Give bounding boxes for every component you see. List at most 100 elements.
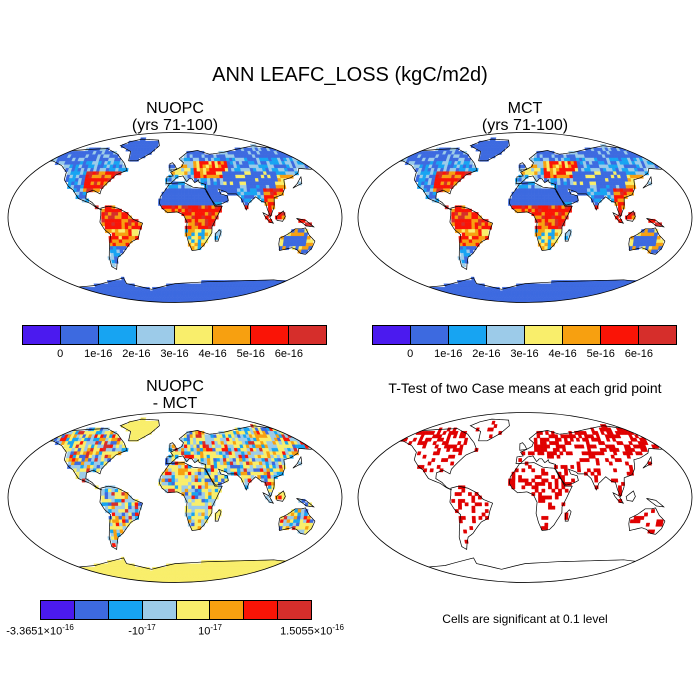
grid-cell bbox=[588, 300, 594, 303]
grid-cell bbox=[78, 300, 84, 303]
grid-cell bbox=[625, 300, 632, 303]
grid-cell bbox=[468, 232, 473, 237]
grid-cell bbox=[187, 471, 192, 476]
grid-cell bbox=[541, 239, 546, 244]
grid-cell bbox=[207, 512, 212, 517]
grid-cell bbox=[194, 242, 199, 247]
grid-cell bbox=[166, 293, 170, 298]
grid-cell bbox=[558, 225, 562, 230]
grid-cell bbox=[111, 218, 116, 223]
grid-cell bbox=[247, 297, 255, 302]
grid-cell bbox=[203, 178, 208, 182]
grid-cell bbox=[462, 242, 467, 247]
grid-cell bbox=[458, 229, 463, 234]
grid-cell bbox=[454, 218, 459, 223]
grid-cell bbox=[310, 154, 317, 159]
grid-cell bbox=[213, 188, 218, 193]
grid-cell bbox=[253, 300, 260, 303]
grid-cell bbox=[164, 195, 169, 200]
grid-cell bbox=[196, 441, 200, 445]
grid-cell bbox=[432, 297, 440, 302]
grid-cell bbox=[411, 297, 420, 302]
grid-cell bbox=[538, 215, 542, 220]
grid-cell bbox=[563, 181, 568, 186]
grid-cell bbox=[458, 225, 463, 230]
grid-cell bbox=[131, 509, 136, 514]
grid-cell bbox=[313, 151, 321, 155]
grid-cell bbox=[193, 161, 197, 165]
grid-cell bbox=[632, 293, 640, 298]
grid-cell bbox=[194, 191, 199, 196]
grid-cell bbox=[242, 297, 249, 302]
grid-cell bbox=[244, 481, 249, 486]
grid-cell bbox=[188, 495, 192, 500]
grid-cell bbox=[296, 283, 303, 288]
grid-cell bbox=[307, 154, 314, 159]
grid-cell bbox=[174, 185, 179, 189]
grid-cell bbox=[310, 431, 318, 435]
grid-cell bbox=[172, 300, 176, 303]
grid-cell bbox=[630, 290, 637, 295]
grid-cell bbox=[201, 509, 206, 514]
grid-cell bbox=[125, 239, 130, 244]
grid-cell bbox=[164, 485, 169, 490]
grid-cell bbox=[312, 157, 319, 162]
grid-cell bbox=[210, 185, 215, 189]
grid-cell bbox=[279, 293, 287, 298]
grid-cell bbox=[554, 232, 559, 237]
grid-cell bbox=[204, 502, 209, 507]
grid-cell bbox=[204, 215, 209, 220]
grid-cell bbox=[390, 157, 397, 162]
grid-cell bbox=[250, 475, 255, 480]
grid-cell bbox=[541, 232, 546, 237]
grid-cell bbox=[471, 235, 476, 240]
grid-cell bbox=[524, 171, 529, 176]
grid-cell bbox=[282, 283, 289, 288]
grid-cell bbox=[194, 492, 199, 497]
grid-cell bbox=[194, 212, 199, 217]
grid-cell bbox=[112, 246, 117, 251]
grid-cell bbox=[537, 188, 542, 193]
grid-cell bbox=[432, 293, 439, 298]
grid-cell bbox=[478, 232, 483, 237]
grid-cell bbox=[460, 174, 465, 179]
grid-cell bbox=[533, 283, 537, 288]
grid-cell bbox=[288, 290, 295, 295]
grid-cell bbox=[560, 181, 565, 186]
grid-cell bbox=[305, 431, 312, 435]
grid-cell bbox=[96, 293, 102, 298]
grid-cell bbox=[61, 297, 70, 302]
grid-cell bbox=[662, 157, 669, 162]
grid-cell bbox=[279, 239, 285, 244]
grid-cell bbox=[48, 154, 55, 159]
grid-cell bbox=[628, 300, 635, 303]
grid-cell bbox=[451, 297, 458, 302]
grid-cell bbox=[161, 195, 166, 200]
grid-cell bbox=[177, 171, 182, 176]
grid-cell bbox=[467, 215, 472, 220]
grid-cell bbox=[214, 471, 219, 476]
grid-cell bbox=[531, 198, 536, 203]
grid-cell bbox=[181, 451, 185, 456]
grid-cell bbox=[289, 293, 298, 298]
grid-cell bbox=[171, 205, 176, 210]
grid-cell bbox=[249, 465, 254, 469]
grid-cell bbox=[253, 468, 258, 473]
grid-cell bbox=[478, 225, 482, 230]
grid-cell bbox=[534, 195, 539, 200]
grid-cell bbox=[657, 286, 665, 291]
grid-cell bbox=[484, 222, 489, 227]
grid-cell bbox=[472, 246, 477, 251]
grid-cell bbox=[527, 283, 532, 288]
grid-cell bbox=[551, 208, 556, 213]
grid-cell bbox=[184, 475, 189, 480]
grid-cell bbox=[255, 465, 261, 469]
grid-cell bbox=[524, 283, 529, 288]
grid-cell bbox=[533, 164, 538, 169]
grid-cell bbox=[555, 168, 560, 172]
grid-cell bbox=[183, 437, 188, 442]
grid-cell bbox=[111, 212, 116, 217]
grid-cell bbox=[647, 229, 652, 234]
grid-cell bbox=[537, 164, 541, 169]
grid-cell bbox=[201, 505, 206, 510]
